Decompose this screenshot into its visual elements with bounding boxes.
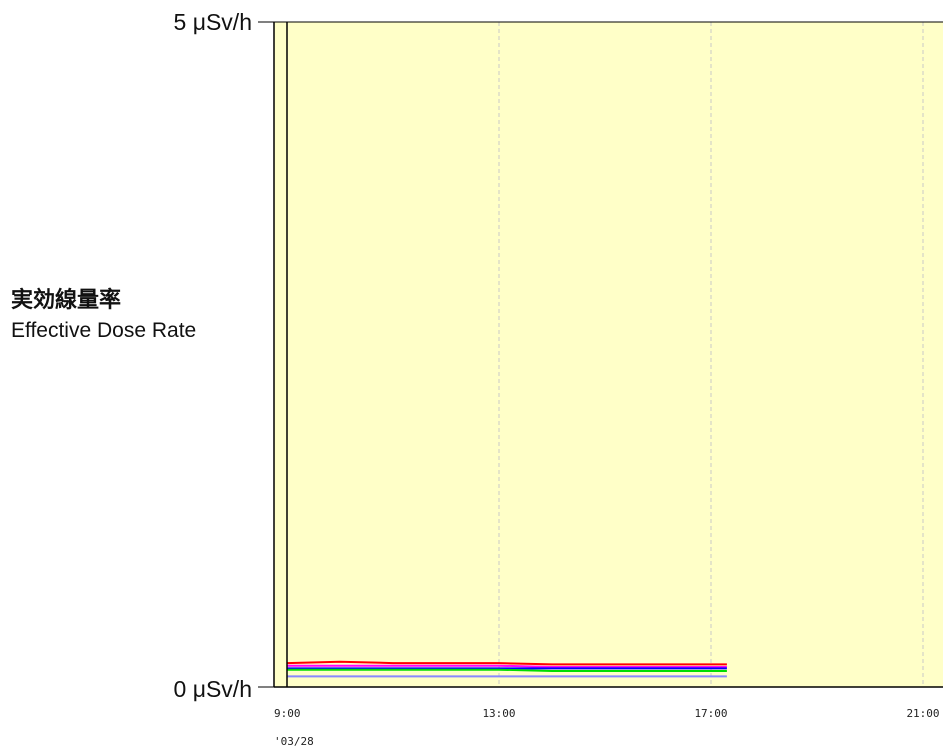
series-line-4 [287, 668, 727, 672]
x-tick-label: 17:00 [694, 707, 727, 720]
series-line-1 [286, 660, 727, 666]
date-label: '03/28 [274, 735, 314, 748]
x-tick-labels: 9:00 13:00 17:00 21:00 '03/28 [274, 707, 940, 748]
x-tick-label: 9:00 [274, 707, 301, 720]
series-line-2 [287, 664, 727, 668]
x-tick-label: 21:00 [906, 707, 939, 720]
series-lines [286, 660, 727, 678]
y-axis-label-english: Effective Dose Rate [11, 319, 197, 342]
y-tick-label-max: 5 μSv/h [173, 9, 252, 35]
grid-lines [498, 22, 924, 687]
y-tick-label-min: 0 μSv/h [173, 676, 252, 702]
x-tick-label: 13:00 [482, 707, 515, 720]
axes [258, 21, 943, 688]
y-axis-label-japanese: 実効線量率 [11, 287, 122, 312]
plot-background [274, 22, 943, 687]
y-axis-label: 実効線量率 Effective Dose Rate [11, 284, 196, 346]
